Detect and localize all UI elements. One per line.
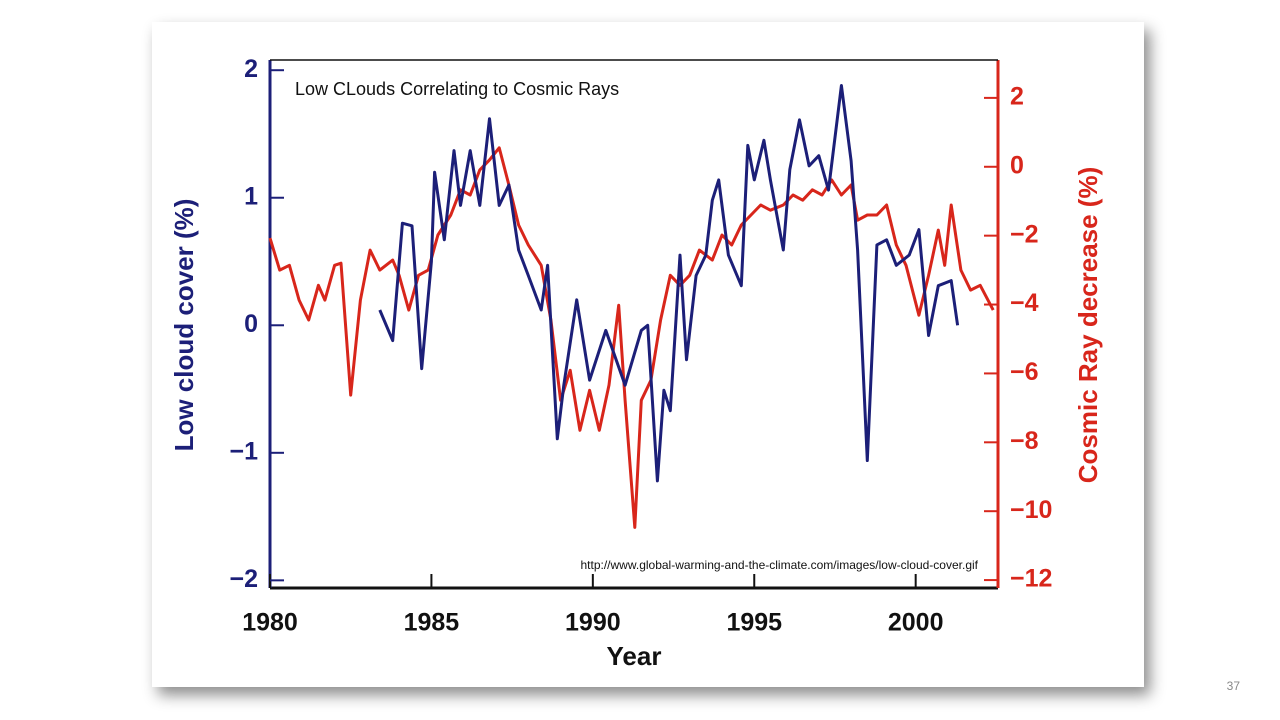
page-number: 37 <box>1227 679 1241 693</box>
y2-tick-label: −12 <box>1010 565 1052 593</box>
y-tick-label: −1 <box>229 437 258 465</box>
series-line <box>378 84 960 483</box>
y2-tick-label: −2 <box>1010 220 1039 248</box>
source-note: http://www.global-warming-and-the-climat… <box>581 558 979 572</box>
y2-tick-label: −10 <box>1010 496 1052 524</box>
y-tick-label: 1 <box>244 182 258 210</box>
y2-tick-label: 0 <box>1010 151 1024 179</box>
y2-tick-label: −4 <box>1010 289 1039 317</box>
series-line <box>268 146 995 529</box>
y-tick-label: 2 <box>244 55 258 83</box>
x-tick-label: 1985 <box>404 609 460 637</box>
y-tick-label: 0 <box>244 310 258 338</box>
image-frame <box>152 22 1144 687</box>
y-axis-label: Low cloud cover (%) <box>169 199 199 452</box>
x-axis-label: Year <box>607 641 662 671</box>
x-tick-label: 1995 <box>726 609 782 637</box>
y-tick-label: −2 <box>229 565 258 593</box>
y2-tick-label: −6 <box>1010 358 1039 386</box>
y2-tick-label: 2 <box>1010 82 1024 110</box>
chart-title: Low CLouds Correlating to Cosmic Rays <box>295 79 619 99</box>
y2-axis-label: Cosmic Ray decrease (%) <box>1073 167 1103 483</box>
x-tick-label: 1980 <box>242 609 298 637</box>
x-tick-label: 2000 <box>888 609 944 637</box>
y2-tick-label: −8 <box>1010 427 1039 455</box>
x-tick-label: 1990 <box>565 609 621 637</box>
